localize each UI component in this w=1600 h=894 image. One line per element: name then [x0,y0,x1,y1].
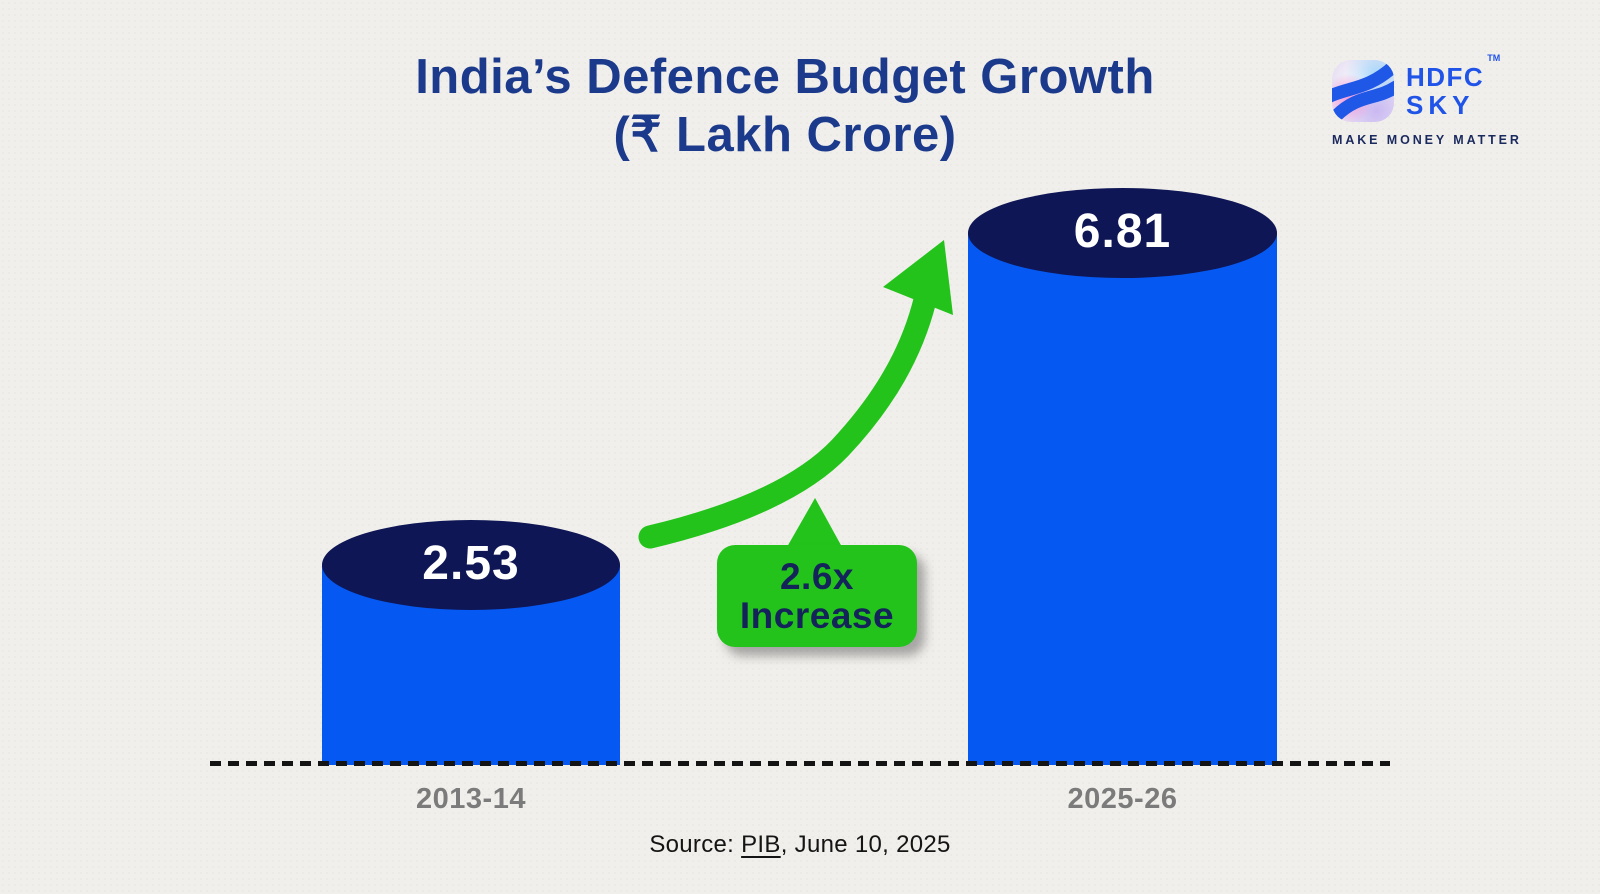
bar-2013-14-cap: 2.53 [322,520,620,610]
hdfc-sky-wordmark: HDFC SKY TM [1406,53,1500,120]
bar-2025-26-cap: 6.81 [968,188,1277,278]
axis-baseline [210,761,1390,766]
increase-badge-word: Increase [739,595,895,636]
hdfc-sky-logo-row: HDFC SKY TM [1332,53,1542,122]
swoosh-upper-band [1332,60,1394,103]
source-line: Source: PIB, June 10, 2025 [0,831,1600,859]
page-title-line1: India’s Defence Budget Growth [415,50,1155,104]
bar-2013-14-value: 2.53 [422,536,520,590]
hdfc-sky-swoosh-icon [1332,60,1394,122]
growth-arrow-curve [638,288,937,549]
brand-name-top: HDFC [1406,62,1485,92]
category-label-2013-14: 2013-14 [416,783,526,815]
growth-arrow-head-icon [883,240,953,315]
category-label-2025-26: 2025-26 [1067,783,1178,815]
increase-badge: 2.6x Increase [717,545,917,647]
bar-2025-26-body [968,233,1277,765]
bar-2025-26-value: 6.81 [1073,204,1172,258]
source-prefix: Source: [649,831,742,858]
increase-badge-multiplier: 2.6x [779,556,854,597]
hdfc-sky-logo: HDFC SKY TM MAKE MONEY MATTER [1332,53,1542,147]
swoosh-icon-graphic [1332,60,1394,122]
swoosh-lower-band [1332,80,1394,122]
trademark-symbol: TM [1487,53,1501,63]
brand-tagline: MAKE MONEY MATTER [1332,133,1522,147]
source-suffix: , June 10, 2025 [780,831,951,858]
page-title-line2: (₹ Lakh Crore) [613,108,957,162]
source-pib-link[interactable]: PIB [741,831,781,858]
page-title: India’s Defence Budget Growth (₹ Lakh Cr… [335,48,1235,164]
brand-name-bottom: SKY [1406,90,1475,120]
growth-arrow [638,240,953,549]
